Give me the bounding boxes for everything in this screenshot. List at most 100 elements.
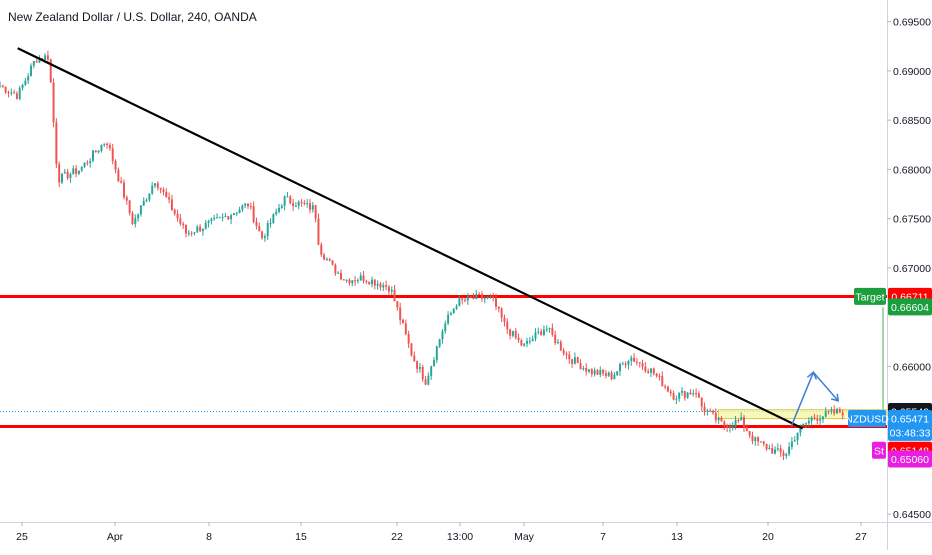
candle-body (650, 368, 652, 373)
candle-body (103, 143, 106, 145)
y-tick-label: 0.66000 (893, 361, 931, 373)
candle-body (311, 205, 314, 210)
x-tick-label: 22 (391, 531, 403, 543)
candle-body (647, 371, 650, 373)
candle-body (616, 371, 619, 376)
candle-body (573, 357, 576, 364)
candle-body (464, 299, 466, 301)
candle-body (348, 279, 351, 284)
candle-body (593, 370, 596, 375)
candle-body (393, 289, 396, 302)
candle-body (531, 338, 534, 341)
candle-body (458, 298, 461, 307)
x-tick-label: Apr (107, 531, 124, 543)
candle-body (596, 370, 599, 375)
y-tick-label: 0.67500 (893, 214, 931, 226)
candle-body (92, 150, 94, 161)
candle-body (579, 363, 582, 370)
candle-body (46, 55, 49, 60)
candle-body (145, 199, 148, 201)
bar-countdown-label: 03:48:33 (890, 427, 931, 439)
candle-body (478, 293, 481, 295)
target-lower-price-label: 0.66604 (891, 302, 929, 314)
candle-body (745, 427, 748, 432)
candle-body (613, 375, 616, 379)
candle-body (289, 196, 292, 204)
candle-body (376, 283, 379, 286)
candle-body (125, 197, 128, 201)
candle-body (528, 340, 531, 342)
candle-body (836, 409, 838, 414)
candle-body (475, 293, 478, 300)
candle-body (418, 366, 421, 369)
candle-body (151, 185, 154, 194)
candle-body (537, 331, 540, 333)
x-tick-label: May (514, 531, 535, 543)
x-tick-label: 13 (671, 531, 683, 543)
candle-body (754, 437, 757, 442)
price-labels: 0.667110.666040.655420.6547103:48:330.65… (845, 287, 932, 468)
candle-body (413, 355, 416, 362)
candle-body (331, 260, 334, 265)
x-tick-label: 8 (206, 531, 212, 543)
candle-body (156, 183, 159, 188)
candle-body (359, 275, 362, 281)
candle-body (748, 431, 751, 436)
candle-body (841, 412, 844, 416)
candle-body (599, 370, 602, 375)
candle-body (644, 366, 647, 372)
candle-body (534, 332, 537, 339)
candle-body (354, 280, 357, 282)
candle-body (779, 448, 782, 453)
candle-body (134, 218, 137, 225)
stop-tag: St (874, 445, 884, 457)
candle-body (18, 88, 21, 99)
target-tag: Target (855, 291, 884, 303)
candle-body (630, 357, 633, 361)
candle-body (548, 328, 551, 330)
candle-body (571, 359, 574, 364)
candle-body (675, 398, 678, 400)
candle-body (196, 226, 199, 233)
candle-body (568, 354, 571, 360)
candle-body (672, 393, 675, 400)
candle-body (131, 213, 134, 225)
candle-body (509, 329, 512, 336)
candle-body (655, 373, 658, 377)
stop-lower-price-label: 0.65060 (891, 454, 929, 466)
candle-body (807, 420, 810, 424)
candle-body (602, 370, 605, 374)
candle-body (833, 409, 836, 414)
candle-body (117, 169, 120, 182)
candle-body (385, 285, 388, 287)
candle-body (283, 196, 286, 206)
candle-body (7, 92, 10, 94)
candle-body (323, 254, 326, 260)
symbol-price-label: 0.65471 (891, 413, 929, 425)
symbol-price-label-bg (888, 409, 932, 427)
candle-body (582, 367, 585, 370)
y-tick-label: 0.68000 (893, 164, 931, 176)
candle-body (635, 361, 638, 363)
candle-body (576, 357, 579, 364)
candle-body (154, 183, 156, 186)
candle-body (255, 221, 258, 227)
candle-body (52, 82, 55, 123)
projection-arrowhead-up (806, 371, 818, 380)
candle-body (69, 174, 72, 179)
candle-body (142, 200, 145, 206)
candle-body (334, 264, 337, 274)
candle-body (683, 391, 686, 398)
candle-body (168, 197, 171, 200)
candle-body (706, 410, 709, 412)
candle-body (666, 386, 669, 392)
candle-body (170, 199, 173, 210)
candle-body (731, 425, 734, 427)
candle-body (762, 441, 765, 444)
candle-body (303, 202, 306, 205)
candle-body (517, 337, 520, 341)
candle-body (340, 272, 342, 280)
